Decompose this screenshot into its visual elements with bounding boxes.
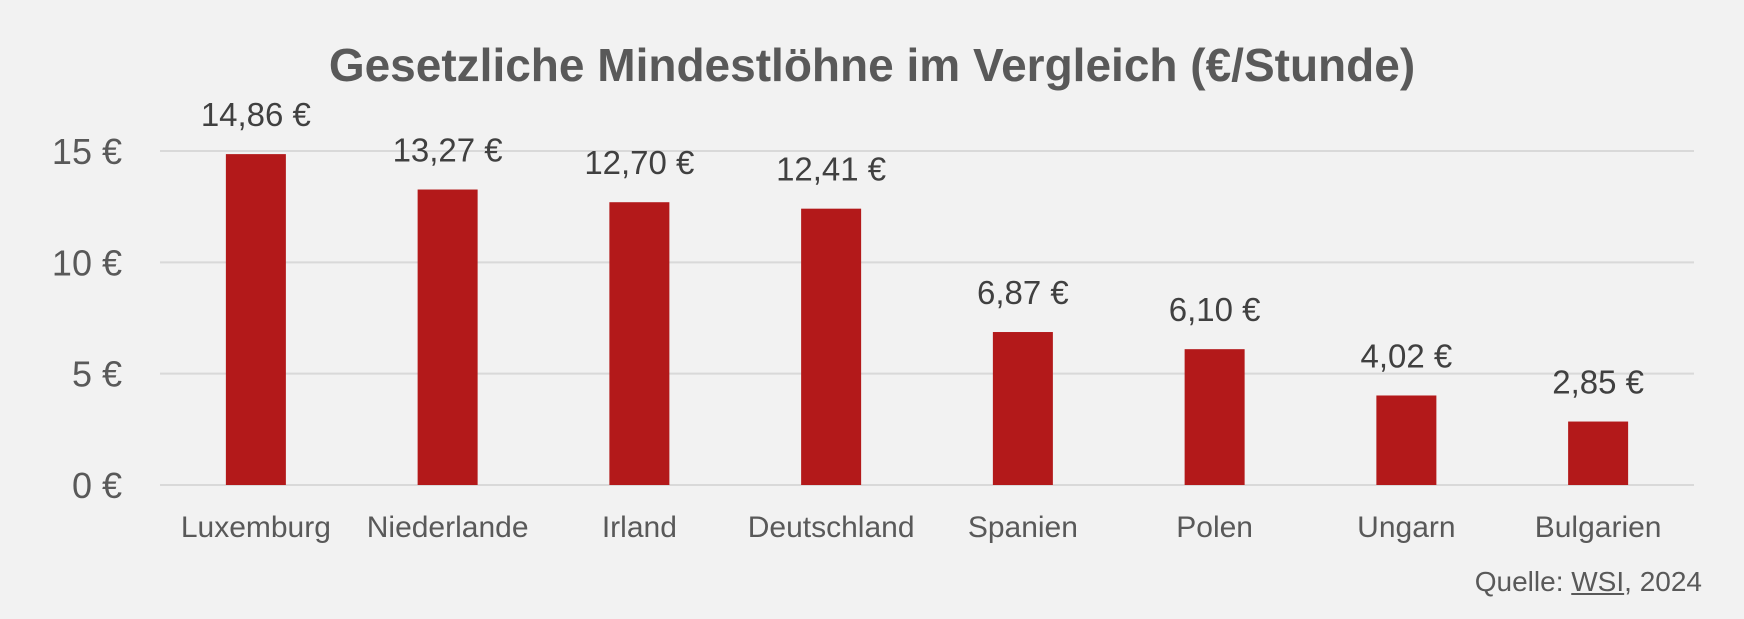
bar [992,332,1053,485]
source-link[interactable]: WSI [1571,566,1625,597]
x-tick-label: Niederlande [367,511,529,544]
x-tick-label: Luxemburg [181,511,331,544]
data-label: 14,86 € [201,96,311,133]
x-tick-label: Ungarn [1357,511,1455,544]
x-tick-label: Spanien [968,511,1078,544]
source-prefix: Quelle: [1474,566,1572,597]
bar [417,189,478,485]
y-tick-label: 0 € [72,465,122,506]
x-tick-label: Bulgarien [1535,511,1662,544]
bar [1376,395,1437,485]
x-tick-label: Deutschland [748,511,915,544]
data-label: 6,87 € [977,274,1069,311]
y-tick-label: 15 € [52,131,122,172]
data-label: 12,70 € [584,144,694,181]
x-tick-label: Irland [602,511,677,544]
bar [1568,421,1629,485]
source-note: Quelle: WSI, 2024 [1475,566,1702,598]
chart-title: Gesetzliche Mindestlöhne im Vergleich (€… [328,39,1416,91]
bar [801,208,862,486]
bar [225,154,286,485]
x-tick-label: Polen [1176,511,1253,544]
source-suffix: , 2024 [1624,566,1702,597]
y-tick-label: 5 € [72,354,122,395]
data-label: 4,02 € [1361,337,1453,374]
data-label: 12,41 € [776,151,886,188]
y-tick-label: 10 € [52,242,122,283]
data-label: 2,85 € [1552,364,1644,401]
data-label: 13,27 € [393,132,503,169]
data-label: 6,10 € [1169,291,1261,328]
bar [1184,349,1245,485]
bar [609,202,670,486]
